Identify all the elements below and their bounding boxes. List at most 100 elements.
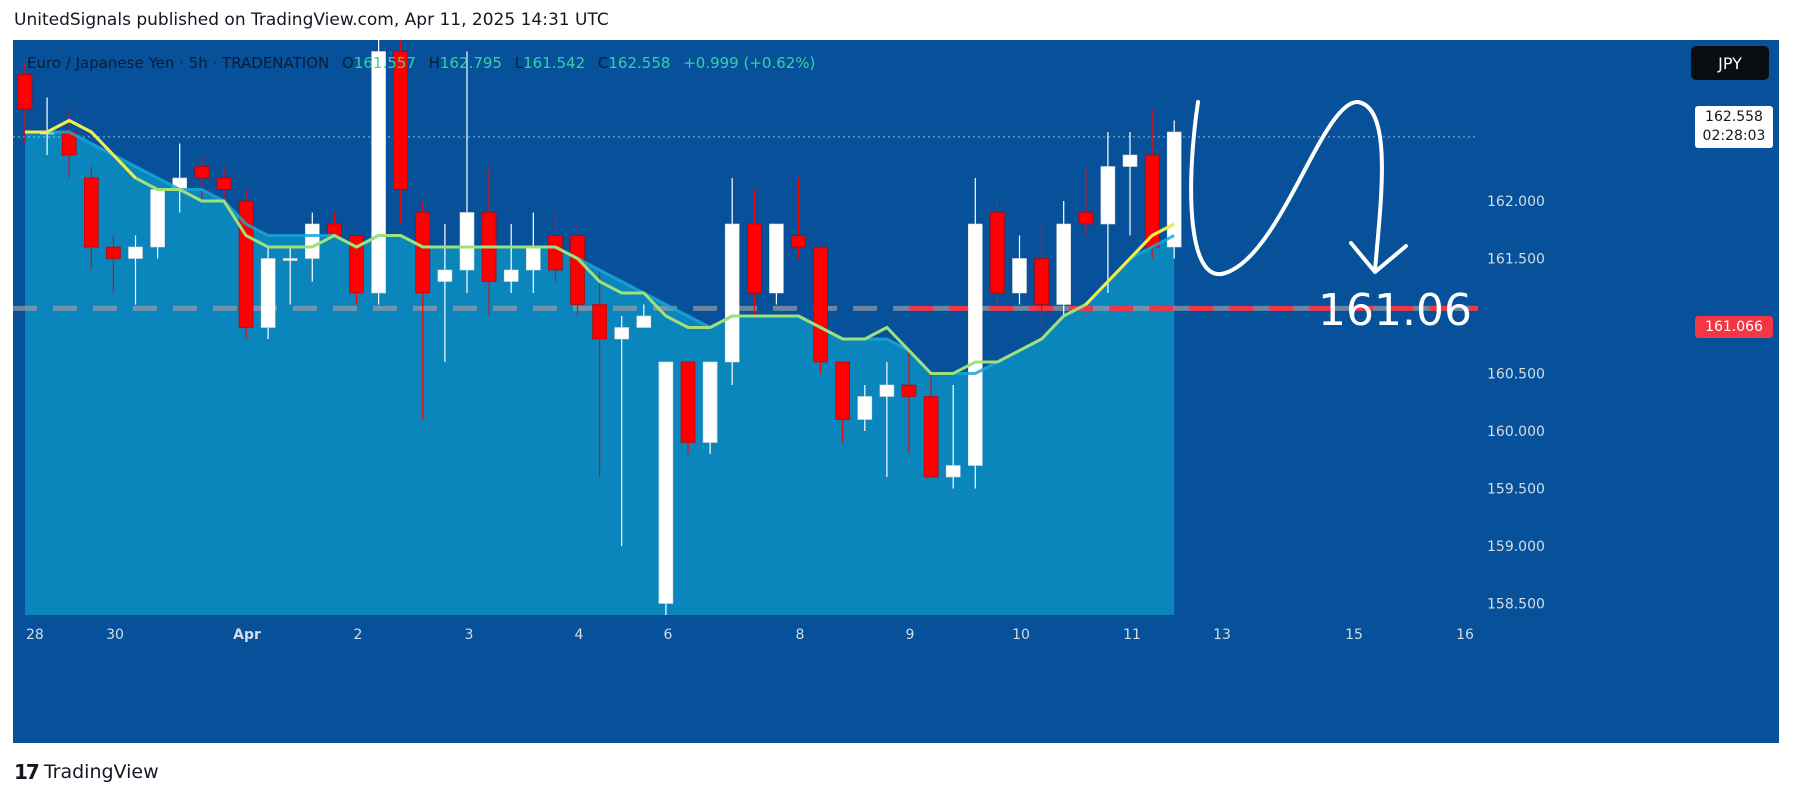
candle-body — [17, 74, 33, 110]
last-price: 162.558 — [1705, 109, 1763, 125]
candle-body — [923, 396, 939, 478]
currency-button[interactable]: JPY — [1691, 46, 1769, 80]
x-tick-label: 6 — [664, 627, 673, 643]
candle-body — [106, 246, 121, 259]
candle-body — [680, 361, 696, 443]
symbol-name: Euro / Japanese Yen · 5h · TRADENATION — [27, 54, 330, 72]
candle-body — [702, 361, 718, 443]
candle-body — [327, 223, 342, 236]
candle-body — [503, 269, 519, 282]
tradingview-logo-icon[interactable]: 17 — [14, 760, 40, 784]
candle-body — [945, 465, 961, 478]
y-tick-label: 159.000 — [1487, 539, 1545, 555]
footer-brand[interactable]: TradingView — [43, 761, 159, 783]
candle-body — [415, 212, 431, 294]
candle-body — [769, 223, 784, 294]
candle-body — [349, 235, 364, 294]
candle-body — [282, 258, 298, 261]
high-label: H — [428, 54, 440, 72]
candle-body — [150, 189, 165, 248]
change-value: +0.999 (+0.62%) — [683, 54, 816, 72]
x-tick-label: 2 — [354, 627, 363, 643]
x-tick-label: 3 — [465, 627, 474, 643]
y-axis: 162.000 161.500 160.500 160.000 159.500 159.0… — [1487, 194, 1545, 613]
candle-body — [724, 223, 740, 363]
candle-body — [658, 361, 674, 604]
candles — [17, 40, 1182, 615]
candlestick-chart[interactable]: 162.000 161.500 160.500 160.000 159.500 159.0… — [13, 40, 1779, 743]
close-label: C — [597, 54, 609, 72]
candle-body — [1166, 131, 1182, 248]
footer: 17 TradingView — [14, 760, 159, 784]
last-price-tag: 162.558 02:28:03 — [1695, 106, 1773, 148]
candle-body — [967, 223, 983, 466]
x-tick-label: 4 — [575, 627, 584, 643]
candle-body — [990, 212, 1005, 294]
candle-body — [746, 223, 762, 294]
y-tick-label: 161.500 — [1487, 252, 1545, 268]
chart-area[interactable]: 162.000 161.500 160.500 160.000 159.500 159.0… — [13, 40, 1779, 743]
candle-body — [393, 51, 409, 190]
ema-fast-line-recent — [1084, 222, 1175, 306]
x-tick-label: Apr — [233, 627, 261, 643]
forecast-curve — [1189, 99, 1384, 277]
high-value: 162.795 — [439, 54, 502, 72]
candle-body — [216, 177, 232, 190]
candle-body — [304, 223, 320, 259]
forecast-arrowhead — [1349, 241, 1408, 274]
published-by-line: UnitedSignals published on TradingView.c… — [14, 10, 609, 30]
candle-body — [614, 327, 630, 340]
moving-averages — [25, 118, 1175, 375]
y-tick-label: 162.000 — [1487, 194, 1545, 210]
ema-green-line — [25, 118, 1175, 375]
x-tick-label: 16 — [1456, 627, 1474, 643]
candle-body — [260, 258, 276, 328]
low-value: 161.542 — [523, 54, 586, 72]
candle-body — [1056, 223, 1071, 305]
x-axis: 28 30 Apr 2 3 4 6 8 9 10 11 13 15 16 — [26, 627, 1474, 643]
candle-body — [548, 235, 563, 271]
target-price-tag: 161.066 — [1695, 316, 1773, 338]
x-tick-label: 11 — [1123, 627, 1141, 643]
candle-body — [857, 396, 873, 420]
x-tick-label: 9 — [906, 627, 915, 643]
candle-body — [835, 361, 851, 420]
x-tick-label: 15 — [1345, 627, 1363, 643]
bar-countdown: 02:28:03 — [1702, 128, 1766, 144]
candle-body — [570, 235, 585, 305]
candle-body — [636, 315, 652, 328]
candle-body — [459, 212, 475, 271]
candle-body — [901, 384, 917, 397]
x-tick-label: 28 — [26, 627, 44, 643]
close-value: 162.558 — [608, 54, 671, 72]
candle-body — [813, 246, 828, 363]
candle-body — [1034, 258, 1049, 305]
candle-body — [525, 246, 541, 271]
candle-body — [1012, 258, 1027, 294]
candle-body — [1078, 212, 1094, 225]
price-lines — [13, 136, 1478, 311]
candle-body — [128, 246, 143, 259]
candle-body — [437, 269, 453, 282]
candle-body — [371, 51, 386, 294]
x-tick-label: 10 — [1012, 627, 1030, 643]
x-tick-label: 30 — [106, 627, 124, 643]
candle-body — [791, 235, 806, 248]
y-tick-label: 158.500 — [1487, 597, 1545, 613]
low-label: L — [514, 54, 524, 72]
candle-body — [1100, 166, 1116, 225]
ema-slow-line — [25, 130, 1175, 375]
y-tick-label: 159.500 — [1487, 482, 1545, 498]
y-tick-label: 160.000 — [1487, 424, 1545, 440]
candle-body — [194, 166, 210, 179]
ema-fast-line — [25, 118, 137, 180]
candle-body — [84, 177, 99, 248]
open-value: 161.557 — [353, 54, 416, 72]
forecast-annotation: 161.06 — [1189, 99, 1472, 336]
x-tick-label: 8 — [796, 627, 805, 643]
candle-body — [1122, 154, 1138, 167]
y-tick-label: 160.500 — [1487, 367, 1545, 383]
open-label: O — [342, 54, 354, 72]
candle-body — [592, 304, 607, 340]
x-tick-label: 13 — [1213, 627, 1231, 643]
